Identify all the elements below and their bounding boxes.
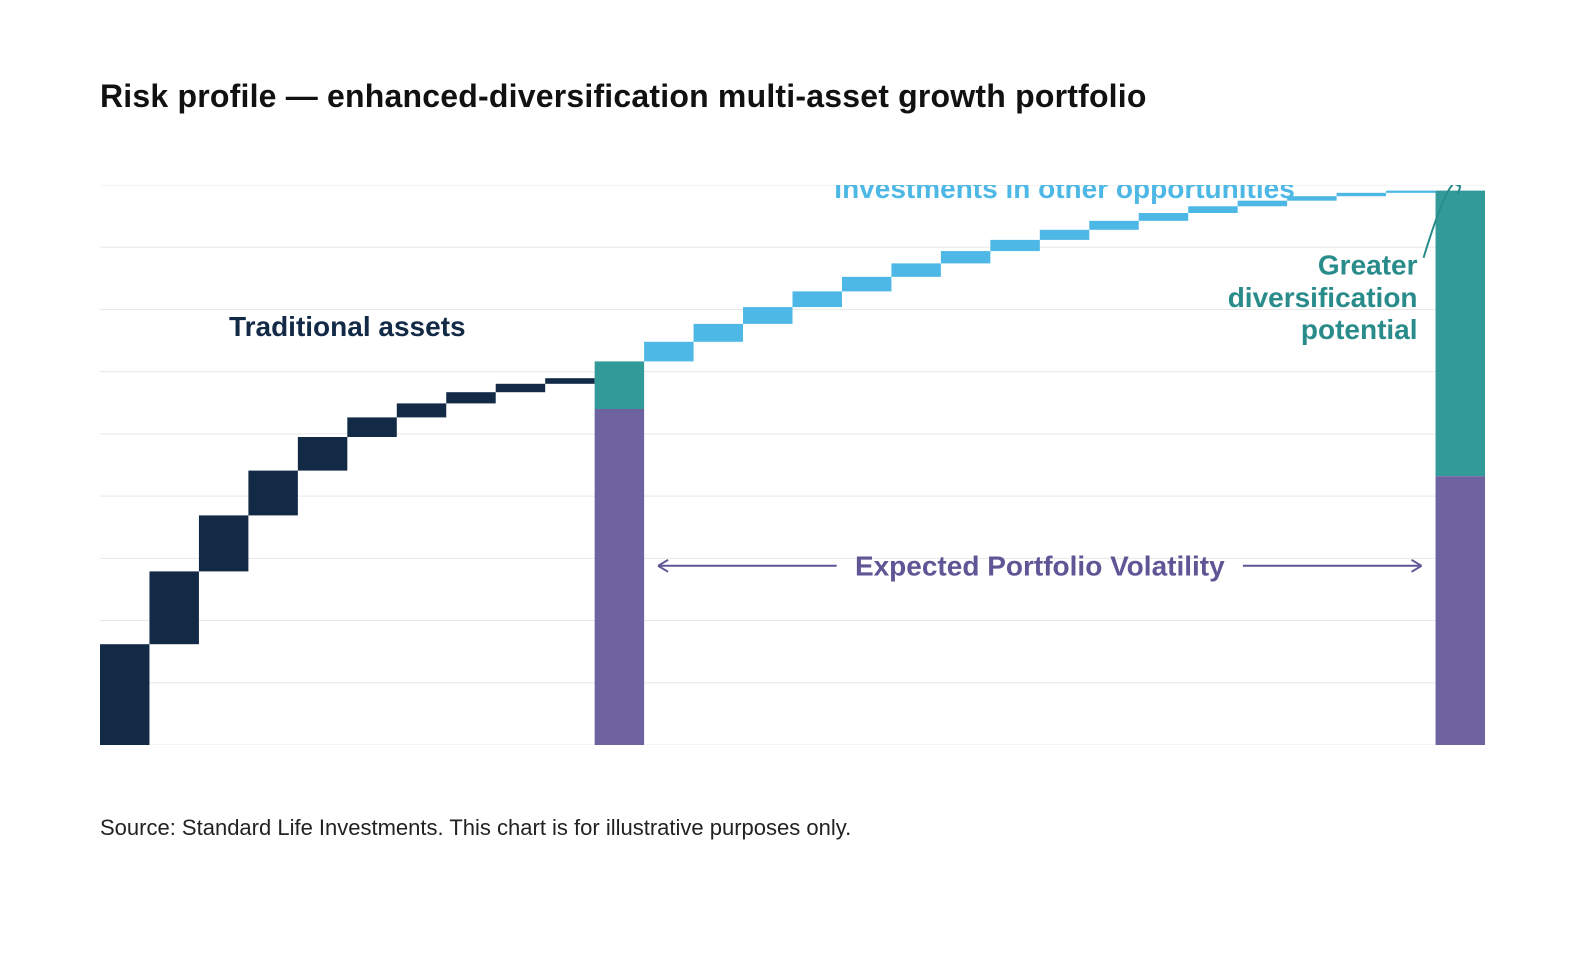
label-other: Investments in other opportunities bbox=[834, 185, 1294, 204]
other-step bbox=[1337, 193, 1386, 196]
traditional-step bbox=[545, 378, 594, 384]
traditional-step bbox=[298, 437, 347, 471]
traditional-step bbox=[446, 392, 495, 403]
chart-title: Risk profile — enhanced-diversification … bbox=[100, 78, 1485, 115]
label-diversification: potential bbox=[1301, 314, 1418, 345]
label-traditional: Traditional assets bbox=[229, 311, 466, 342]
mid-column-teal bbox=[595, 361, 644, 409]
other-step bbox=[743, 307, 792, 324]
other-step bbox=[1089, 221, 1138, 230]
other-step bbox=[990, 240, 1039, 251]
page: Risk profile — enhanced-diversification … bbox=[0, 0, 1585, 956]
traditional-step bbox=[496, 384, 545, 392]
other-step bbox=[842, 277, 891, 292]
traditional-step bbox=[397, 403, 446, 417]
traditional-step bbox=[149, 571, 198, 644]
end-column-purple bbox=[1436, 476, 1485, 745]
mid-column-purple bbox=[595, 409, 644, 745]
other-step bbox=[694, 324, 743, 342]
traditional-step bbox=[347, 417, 396, 437]
chart-container: Traditional assets Investments in other o… bbox=[100, 185, 1485, 745]
traditional-step bbox=[100, 644, 149, 745]
other-step bbox=[644, 342, 693, 362]
other-step bbox=[793, 291, 842, 307]
source-text: Source: Standard Life Investments. This … bbox=[100, 815, 1485, 841]
label-diversification: diversification bbox=[1228, 282, 1418, 313]
risk-profile-chart: Traditional assets Investments in other o… bbox=[100, 185, 1485, 745]
other-step bbox=[891, 263, 940, 276]
other-step bbox=[1188, 206, 1237, 213]
other-step bbox=[1386, 191, 1435, 193]
label-diversification: Greater bbox=[1318, 250, 1418, 281]
traditional-step bbox=[199, 515, 248, 571]
end-column-teal bbox=[1436, 191, 1485, 477]
other-step bbox=[941, 251, 990, 263]
traditional-step bbox=[248, 471, 297, 516]
other-step bbox=[1139, 213, 1188, 221]
label-volatility: Expected Portfolio Volatility bbox=[855, 551, 1225, 582]
other-step bbox=[1040, 230, 1089, 240]
